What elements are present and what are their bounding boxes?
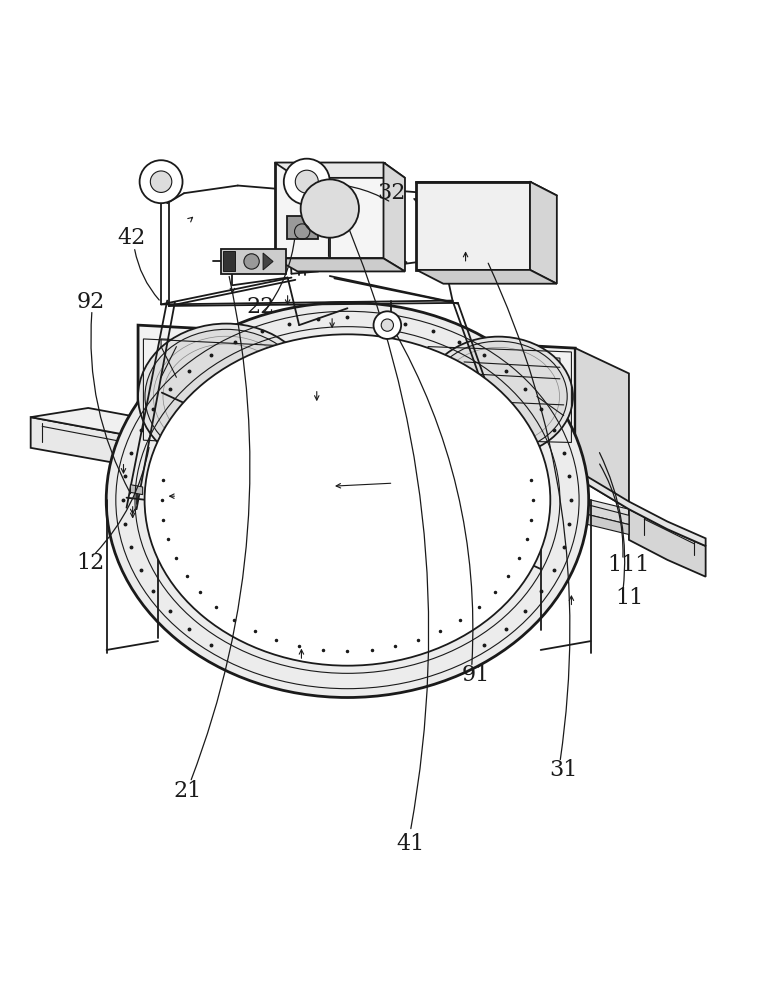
Ellipse shape [145, 334, 550, 666]
Circle shape [284, 159, 330, 205]
Text: 41: 41 [397, 833, 424, 855]
Polygon shape [523, 502, 533, 511]
Polygon shape [223, 251, 235, 271]
Polygon shape [416, 270, 557, 284]
Text: 111: 111 [607, 554, 650, 576]
Polygon shape [31, 417, 138, 467]
Polygon shape [263, 253, 273, 270]
Circle shape [140, 160, 183, 203]
Circle shape [244, 254, 259, 269]
Polygon shape [384, 163, 405, 271]
Circle shape [381, 319, 393, 331]
Ellipse shape [138, 324, 314, 469]
Polygon shape [127, 481, 629, 525]
Text: 31: 31 [550, 759, 578, 781]
Polygon shape [416, 182, 530, 270]
Polygon shape [575, 348, 629, 509]
Circle shape [301, 179, 359, 238]
Text: 91: 91 [462, 664, 489, 686]
Circle shape [150, 171, 172, 192]
Text: 32: 32 [377, 182, 405, 204]
Text: 12: 12 [77, 552, 104, 574]
Ellipse shape [424, 337, 573, 456]
Text: 21: 21 [174, 780, 202, 802]
Polygon shape [275, 163, 405, 178]
Polygon shape [530, 182, 557, 284]
Polygon shape [138, 473, 629, 523]
Polygon shape [31, 408, 138, 437]
Text: 11: 11 [615, 587, 643, 609]
Text: 42: 42 [118, 227, 146, 249]
Polygon shape [130, 485, 143, 495]
Circle shape [295, 170, 318, 193]
Ellipse shape [145, 329, 308, 464]
Polygon shape [138, 325, 575, 477]
Text: 92: 92 [77, 291, 104, 313]
Polygon shape [127, 491, 629, 535]
Ellipse shape [107, 302, 589, 698]
Polygon shape [275, 163, 384, 258]
Ellipse shape [430, 341, 568, 452]
Text: 22: 22 [247, 296, 275, 318]
Polygon shape [275, 258, 405, 271]
Polygon shape [629, 509, 706, 577]
Polygon shape [287, 216, 318, 239]
Polygon shape [221, 249, 286, 274]
Polygon shape [138, 456, 575, 496]
Polygon shape [575, 469, 706, 546]
Circle shape [374, 311, 401, 339]
